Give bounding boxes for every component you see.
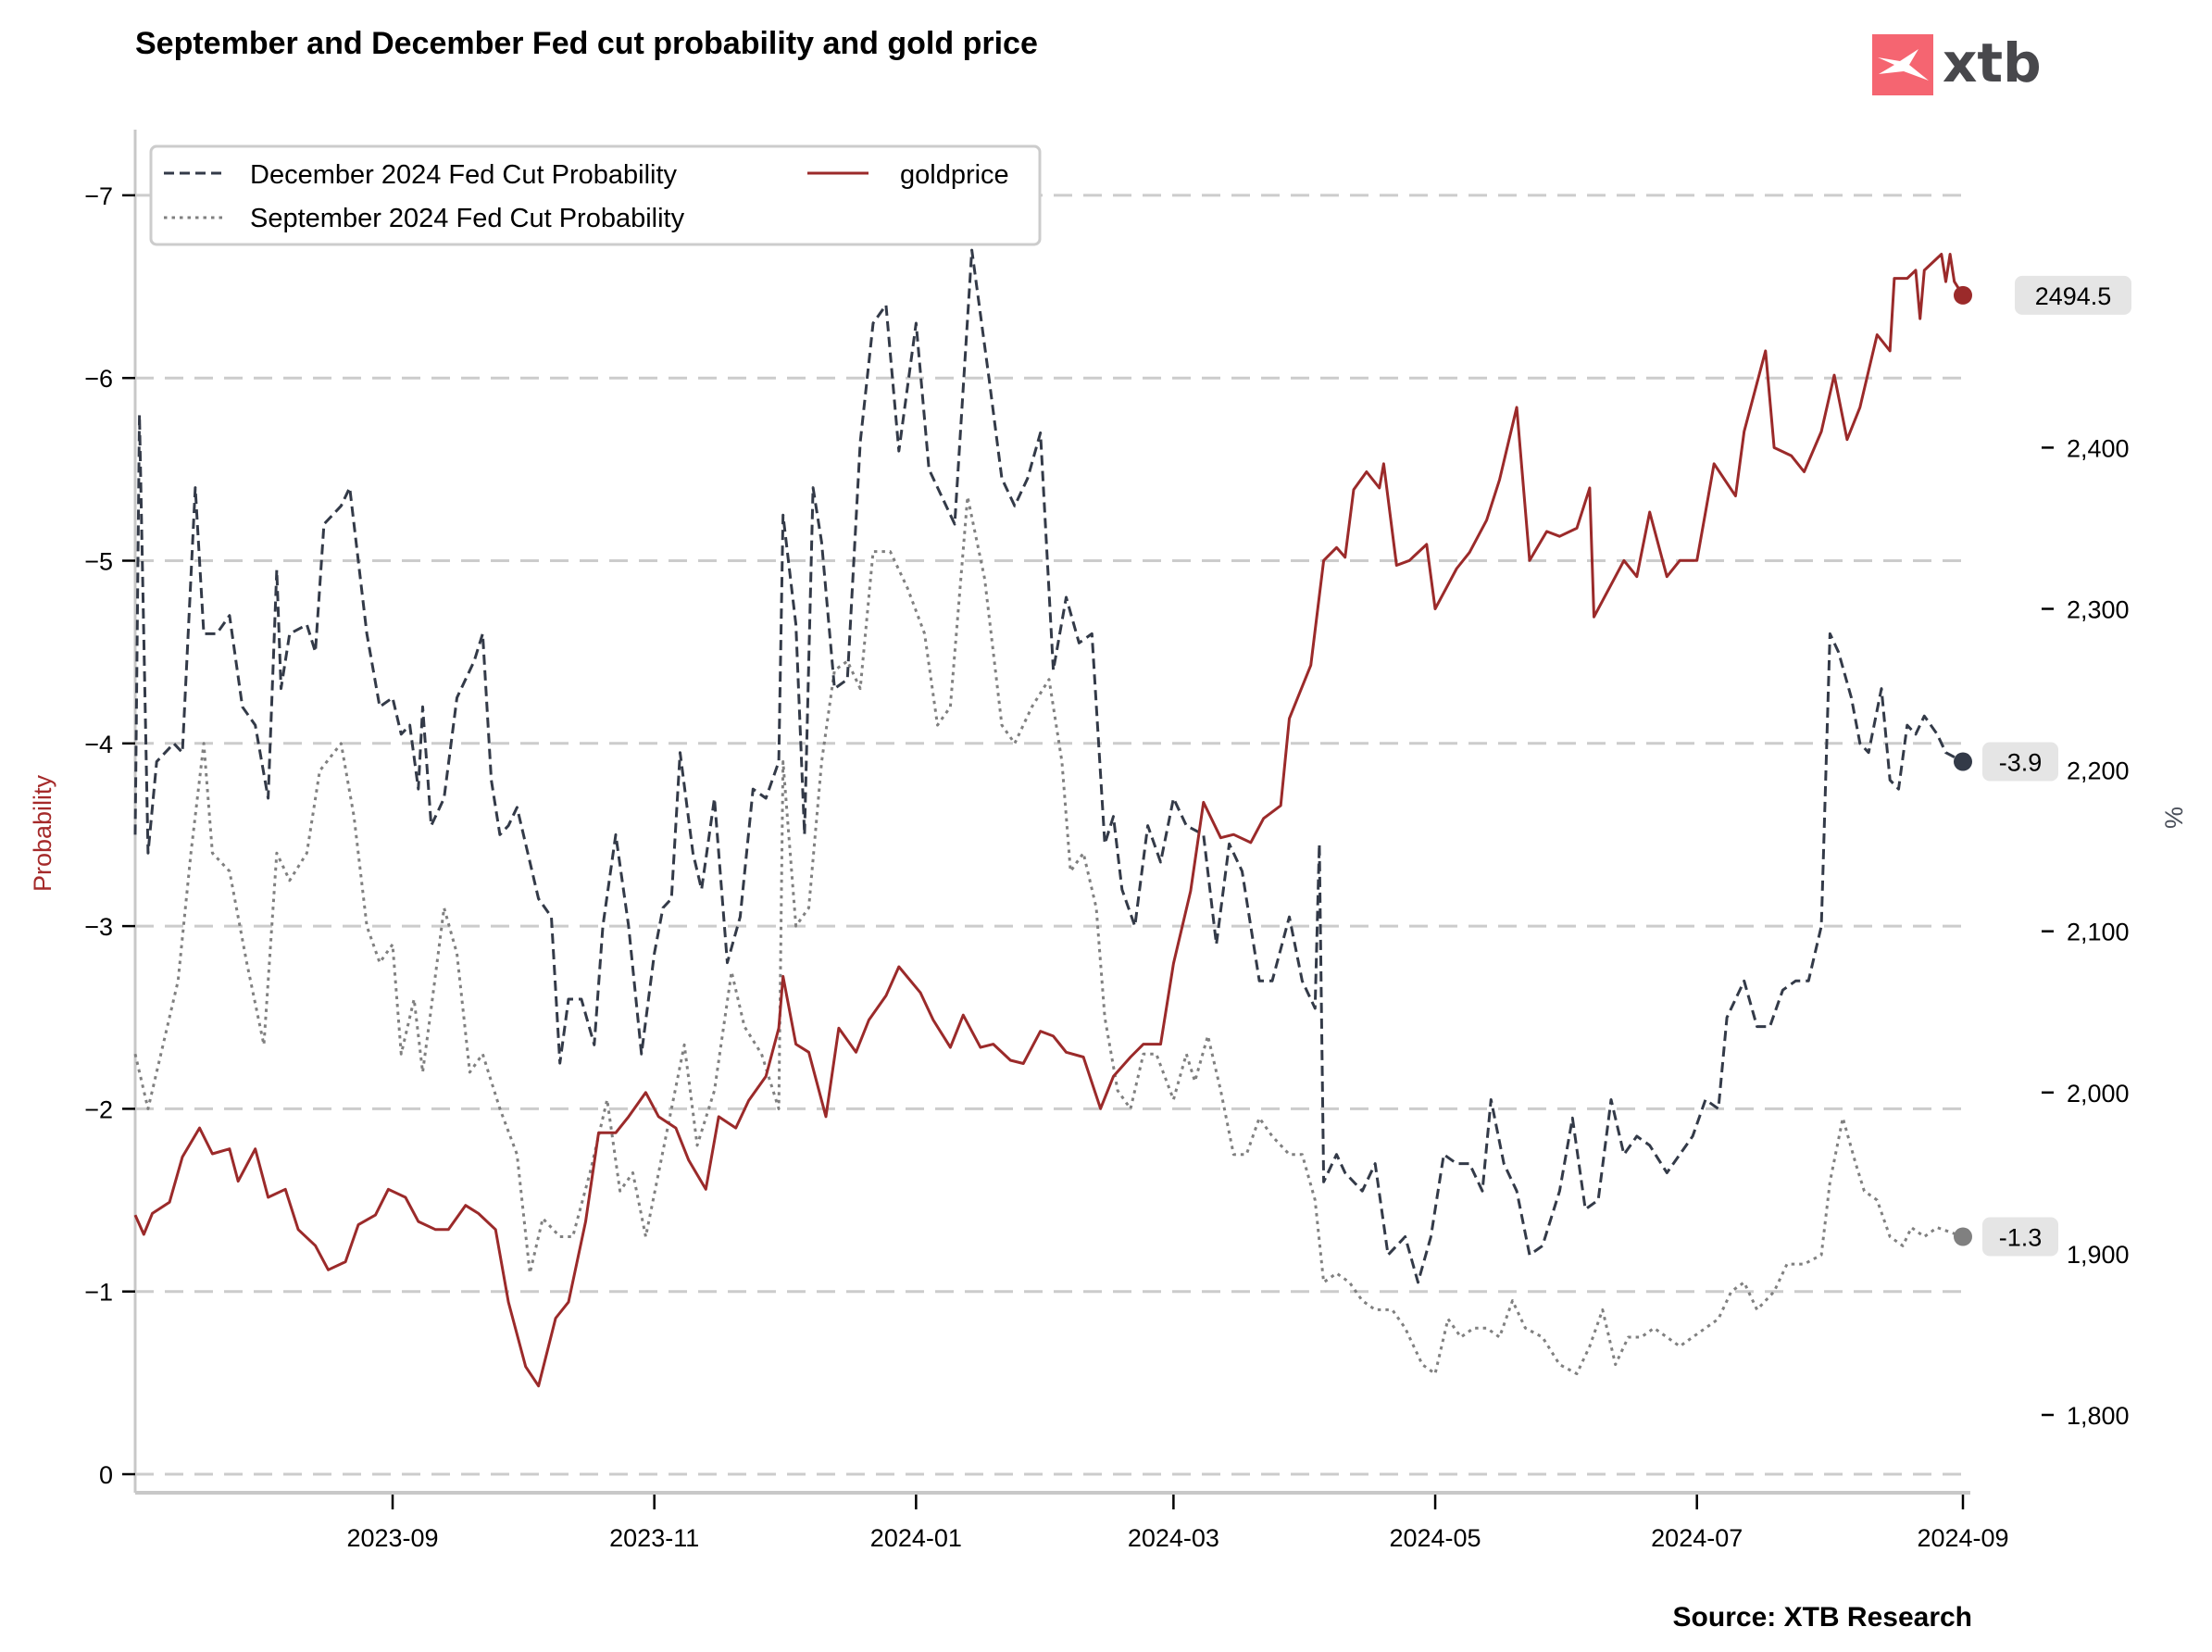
- left-tick-label: −5: [84, 548, 113, 576]
- right-tick-label: 2,200: [2067, 757, 2130, 785]
- x-tick-label: 2023-09: [346, 1524, 438, 1552]
- x-tick-label: 2024-05: [1389, 1524, 1481, 1552]
- xtb-logo-x-glyph: [1878, 49, 1929, 81]
- series-line-september-2024-fed-cut-probability: [133, 494, 1964, 1375]
- left-tick-label: −6: [84, 365, 113, 393]
- value-badge-goldprice: [2015, 275, 2131, 315]
- legend: December 2024 Fed Cut Probability Septem…: [149, 144, 1042, 246]
- left-tick-label: −1: [84, 1279, 113, 1307]
- end-marker-goldprice: [1954, 285, 1972, 305]
- source-note: Source: XTB Research: [1673, 1602, 1972, 1633]
- legend-label-september: September 2024 Fed Cut Probability: [250, 204, 685, 233]
- right-tick-label: 2,400: [2067, 434, 2130, 462]
- left-tick-label: −3: [84, 913, 113, 941]
- x-tick-label: 2023-11: [609, 1524, 699, 1552]
- legend-label-goldprice: goldprice: [900, 160, 1009, 190]
- x-tick-label: 2024-09: [1917, 1524, 2008, 1552]
- xtb-logo: xtb: [1872, 31, 2042, 95]
- axes-spines: [133, 130, 1970, 1495]
- series-line-december-2024-fed-cut-probability: [133, 248, 1964, 1284]
- left-axis-label: Probability: [29, 774, 56, 892]
- right-tick-label: 2,100: [2067, 919, 2130, 946]
- x-tick-label: 2024-03: [1128, 1524, 1219, 1552]
- left-tick-label: −2: [84, 1095, 113, 1123]
- value-badge-september-2024-fed-cut-probability: [1982, 1217, 2058, 1257]
- end-value-markers: -1.3 -3.9 2494.5: [1954, 275, 2131, 1257]
- series-layer: [133, 248, 1965, 1388]
- value-badge-text-september-2024-fed-cut-probability: -1.3: [1999, 1224, 2043, 1252]
- xtb-logo-text: xtb: [1943, 31, 2042, 94]
- end-marker-december-2024-fed-cut-probability: [1954, 752, 1972, 771]
- right-axis-label: %: [2160, 807, 2188, 829]
- legend-frame: [149, 144, 1042, 246]
- value-badge-text-goldprice: 2494.5: [2035, 282, 2112, 310]
- right-tick-label: 2,000: [2067, 1080, 2130, 1108]
- x-tick-label: 2024-07: [1651, 1524, 1743, 1552]
- value-badge-text-december-2024-fed-cut-probability: -3.9: [1999, 749, 2043, 777]
- left-tick-label: −4: [84, 731, 113, 758]
- x-tick-label: 2024-01: [870, 1524, 962, 1552]
- x-axis: 2023-09 2023-11 2024-01 2024-03 2024-05 2024-…: [346, 1495, 2009, 1552]
- chart-title: September and December Fed cut probabili…: [135, 26, 1038, 61]
- right-tick-label: 2,300: [2067, 596, 2130, 624]
- right-tick-label: 1,900: [2067, 1241, 2130, 1269]
- value-badge-december-2024-fed-cut-probability: [1982, 742, 2058, 782]
- right-tick-label: 1,800: [2067, 1402, 2130, 1430]
- legend-label-december: December 2024 Fed Cut Probability: [250, 160, 678, 190]
- grid-lines: [135, 194, 1965, 1476]
- series-line-goldprice: [133, 253, 1965, 1388]
- left-tick-label: −7: [84, 182, 113, 210]
- left-y-axis: 0 −1 −2 −3 −4 −5 −6 −7: [84, 182, 135, 1489]
- end-marker-september-2024-fed-cut-probability: [1954, 1227, 1972, 1246]
- left-tick-label: 0: [99, 1461, 113, 1489]
